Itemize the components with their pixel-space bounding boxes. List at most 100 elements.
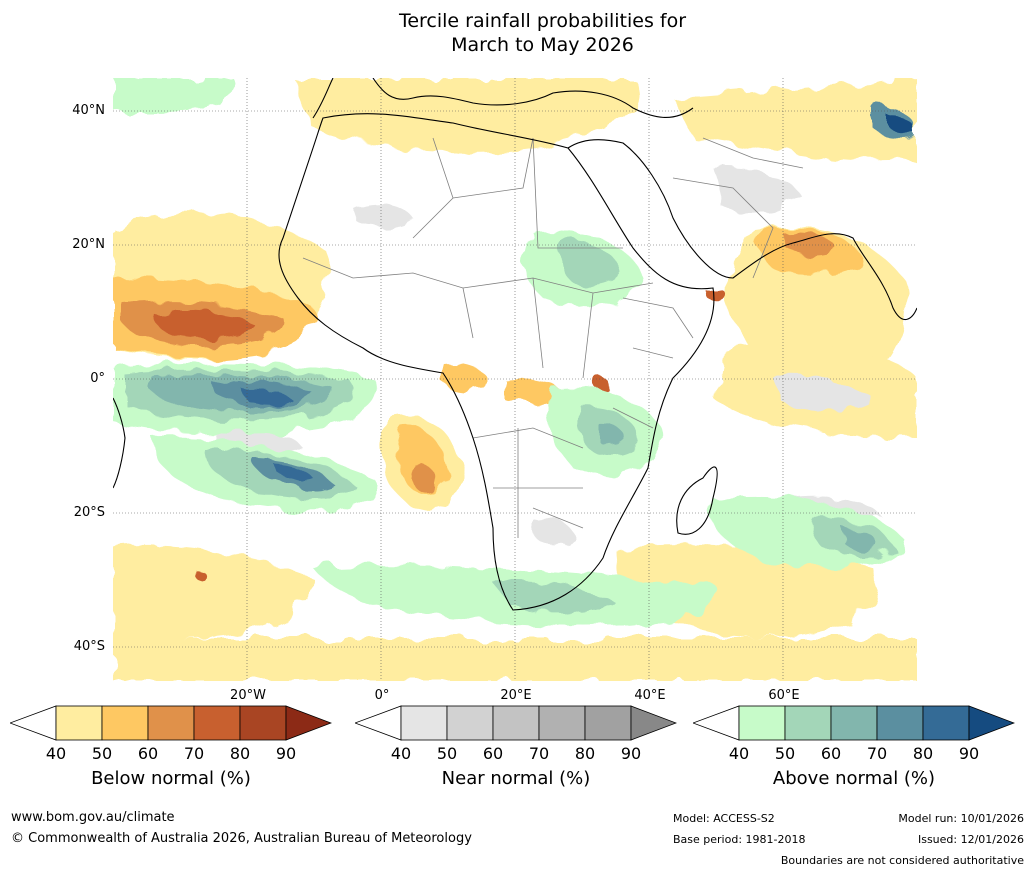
title-line-2: March to May 2026 <box>451 34 634 56</box>
coast-arabia <box>567 139 917 320</box>
above-tick-80: 80 <box>912 744 934 763</box>
below-colorbar-arrow-right <box>285 705 332 741</box>
above-patch-south-atlantic-band-4 <box>273 463 313 481</box>
above-normal-areas <box>113 78 917 627</box>
rainfall-map <box>113 78 917 681</box>
below-tick-90: 90 <box>275 744 297 763</box>
lat-label-40s: 40°S <box>73 639 105 654</box>
probability-shading <box>113 78 917 681</box>
below-normal-colorbar <box>10 705 332 741</box>
above-colorbar-bin-40-50 <box>738 705 786 741</box>
above-tick-60: 60 <box>820 744 842 763</box>
near-colorbar-title: Near normal (%) <box>441 768 591 789</box>
above-colorbar-title: Above normal (%) <box>772 768 936 789</box>
above-tick-90: 90 <box>958 744 980 763</box>
above-patch-tanzania-3 <box>598 422 625 446</box>
near-colorbar-bin-70-80 <box>538 705 586 741</box>
near-patch-east-equatorial <box>773 376 873 410</box>
footer-disclaimer: Boundaries are not considered authoritat… <box>780 854 1024 867</box>
above-patch-southern-2 <box>493 582 613 613</box>
above-tick-70: 70 <box>866 744 888 763</box>
lat-label-40n: 40°N <box>72 103 105 118</box>
border-east <box>612 297 694 429</box>
lon-label-40e: 40°E <box>634 688 666 703</box>
below-tick-70: 70 <box>183 744 205 763</box>
above-patch-north-atlantic <box>113 78 235 113</box>
near-colorbar-bin-60-70 <box>492 705 540 741</box>
above-colorbar-arrow-right <box>968 705 1015 741</box>
near-colorbar-arrow-right <box>630 705 677 741</box>
near-colorbar-bin-80-90 <box>584 705 632 741</box>
lon-label-60e: 60°E <box>768 688 800 703</box>
footer-model-run: Model run: 10/01/2026 <box>898 812 1024 825</box>
below-colorbar-bin-40-50 <box>55 705 103 741</box>
below-patch-congo <box>503 376 563 406</box>
below-colorbar-bin-60-70 <box>147 705 195 741</box>
near-tick-50: 50 <box>436 744 458 763</box>
footer-url: www.bom.gov.au/climate <box>11 810 175 825</box>
graticule <box>113 78 917 681</box>
footer-base-period: Base period: 1981-2018 <box>673 833 806 846</box>
border-southern <box>472 427 584 538</box>
below-patch-south-atlantic <box>113 545 313 638</box>
below-patch-mediterranean <box>293 78 637 152</box>
near-tick-80: 80 <box>574 744 596 763</box>
near-colorbar-bin-40-50 <box>400 705 448 741</box>
above-patch-equatorial-atlantic-5 <box>243 389 291 404</box>
near-patch-iran <box>713 167 803 214</box>
lon-label-20e: 20°E <box>500 688 532 703</box>
near-colorbar-arrow-left <box>355 705 402 741</box>
below-patch-middle-east <box>673 78 917 161</box>
below-tick-40: 40 <box>45 744 67 763</box>
near-tick-40: 40 <box>390 744 412 763</box>
country-borders <box>302 137 804 538</box>
coast-south-america <box>113 397 126 489</box>
below-patch-west-africa-coast-3 <box>153 311 253 339</box>
above-colorbar-bin-80-90 <box>922 705 970 741</box>
coast-madagascar <box>676 466 718 535</box>
below-patch-cameroon <box>443 362 488 391</box>
border-algeria-libya <box>412 137 534 239</box>
near-tick-70: 70 <box>528 744 550 763</box>
below-patch-southern-ocean <box>113 638 917 681</box>
below-tick-50: 50 <box>91 744 113 763</box>
above-patch-south-indian-3 <box>843 528 878 551</box>
above-colorbar-bin-50-60 <box>784 705 832 741</box>
near-tick-60: 60 <box>482 744 504 763</box>
lat-label-20s: 20°S <box>73 505 105 520</box>
coastlines <box>113 78 917 611</box>
lon-label-0: 0° <box>374 688 390 703</box>
near-tick-90: 90 <box>620 744 642 763</box>
below-tick-60: 60 <box>137 744 159 763</box>
above-patch-caspian-2 <box>888 115 917 137</box>
below-patch-arabia-2 <box>783 232 838 256</box>
map-canvas <box>113 78 917 681</box>
footer-copyright: © Commonwealth of Australia 2026, Austra… <box>11 831 472 846</box>
lat-label-20n: 20°N <box>72 237 105 252</box>
border-egypt <box>532 137 623 249</box>
below-patch-small-atlantic <box>192 567 204 579</box>
footer-model: Model: ACCESS-S2 <box>673 812 775 825</box>
above-colorbar-bin-60-70 <box>830 705 878 741</box>
footer-issued: Issued: 12/01/2026 <box>917 833 1024 846</box>
below-colorbar-bin-80-90 <box>239 705 287 741</box>
below-patch-lake-victoria <box>594 376 610 393</box>
coast-africa <box>278 113 715 611</box>
border-central <box>462 277 594 379</box>
coast-europe <box>312 78 694 119</box>
lat-label-0: 0° <box>90 371 105 386</box>
above-tick-40: 40 <box>728 744 750 763</box>
title-line-1: Tercile rainfall probabilities for <box>398 10 687 32</box>
above-colorbar-bin-70-80 <box>876 705 924 741</box>
near-patch-south-africa <box>533 516 573 545</box>
below-colorbar-title: Below normal (%) <box>91 768 251 789</box>
lon-label-20w: 20°W <box>230 688 266 703</box>
above-tick-50: 50 <box>774 744 796 763</box>
below-patch-angola-2 <box>397 427 448 493</box>
above-normal-colorbar <box>693 705 1015 741</box>
below-colorbar-arrow-left <box>10 705 57 741</box>
near-colorbar-bin-50-60 <box>446 705 494 741</box>
near-patch-sahara <box>353 202 413 228</box>
border-arabia <box>672 137 804 279</box>
